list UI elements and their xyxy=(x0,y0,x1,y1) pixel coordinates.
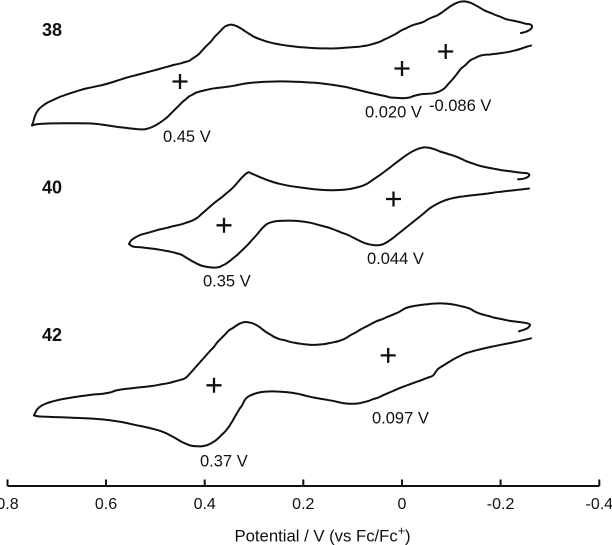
svg-text:-0.086 V: -0.086 V xyxy=(429,97,491,115)
svg-text:42: 42 xyxy=(42,325,62,345)
svg-text:0.8: 0.8 xyxy=(0,496,19,513)
svg-text:-0.4: -0.4 xyxy=(586,496,612,513)
svg-text:0: 0 xyxy=(398,496,407,513)
svg-text:0.45 V: 0.45 V xyxy=(163,128,211,146)
svg-text:0.35 V: 0.35 V xyxy=(203,273,251,291)
svg-text:0.37 V: 0.37 V xyxy=(200,453,248,471)
svg-text:-0.2: -0.2 xyxy=(487,496,515,513)
svg-text:Potential / V (vs Fc/Fc+): Potential / V (vs Fc/Fc+) xyxy=(235,524,411,545)
svg-text:40: 40 xyxy=(42,178,62,198)
svg-text:0.097 V: 0.097 V xyxy=(372,410,429,428)
svg-text:0.4: 0.4 xyxy=(194,496,216,513)
svg-text:0.020 V: 0.020 V xyxy=(365,104,422,122)
svg-text:0.6: 0.6 xyxy=(95,496,117,513)
svg-text:38: 38 xyxy=(42,20,62,40)
svg-text:0.2: 0.2 xyxy=(292,496,314,513)
svg-text:0.044 V: 0.044 V xyxy=(367,250,424,268)
